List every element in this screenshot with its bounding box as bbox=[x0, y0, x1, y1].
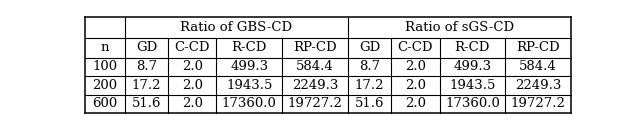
Text: 499.3: 499.3 bbox=[230, 60, 268, 73]
Text: 584.4: 584.4 bbox=[519, 60, 557, 73]
Text: 584.4: 584.4 bbox=[296, 60, 334, 73]
Text: 600: 600 bbox=[92, 97, 118, 110]
Text: 200: 200 bbox=[92, 79, 118, 92]
Text: 100: 100 bbox=[92, 60, 118, 73]
Text: 19727.2: 19727.2 bbox=[288, 97, 342, 110]
Text: 17360.0: 17360.0 bbox=[445, 97, 500, 110]
Text: RP-CD: RP-CD bbox=[516, 42, 560, 54]
Text: C-CD: C-CD bbox=[397, 42, 433, 54]
Text: 51.6: 51.6 bbox=[355, 97, 384, 110]
Text: 19727.2: 19727.2 bbox=[511, 97, 566, 110]
Text: 2249.3: 2249.3 bbox=[292, 79, 339, 92]
Text: 8.7: 8.7 bbox=[359, 60, 380, 73]
Text: 51.6: 51.6 bbox=[132, 97, 161, 110]
Text: R-CD: R-CD bbox=[454, 42, 490, 54]
Text: 2249.3: 2249.3 bbox=[515, 79, 561, 92]
Text: 2.0: 2.0 bbox=[182, 79, 203, 92]
Text: 17.2: 17.2 bbox=[355, 79, 384, 92]
Text: C-CD: C-CD bbox=[175, 42, 210, 54]
Text: 2.0: 2.0 bbox=[182, 97, 203, 110]
Text: 2.0: 2.0 bbox=[404, 97, 426, 110]
Text: 2.0: 2.0 bbox=[404, 79, 426, 92]
Text: 8.7: 8.7 bbox=[136, 60, 157, 73]
Text: 17360.0: 17360.0 bbox=[222, 97, 277, 110]
Text: 499.3: 499.3 bbox=[453, 60, 492, 73]
Text: 2.0: 2.0 bbox=[404, 60, 426, 73]
Text: RP-CD: RP-CD bbox=[293, 42, 337, 54]
Text: GD: GD bbox=[359, 42, 380, 54]
Text: Ratio of GBS-CD: Ratio of GBS-CD bbox=[180, 21, 292, 34]
Text: 2.0: 2.0 bbox=[182, 60, 203, 73]
Text: n: n bbox=[100, 42, 109, 54]
Text: GD: GD bbox=[136, 42, 157, 54]
Text: 1943.5: 1943.5 bbox=[226, 79, 273, 92]
Text: 1943.5: 1943.5 bbox=[449, 79, 495, 92]
Text: R-CD: R-CD bbox=[232, 42, 267, 54]
Text: 17.2: 17.2 bbox=[132, 79, 161, 92]
Text: Ratio of sGS-CD: Ratio of sGS-CD bbox=[405, 21, 514, 34]
